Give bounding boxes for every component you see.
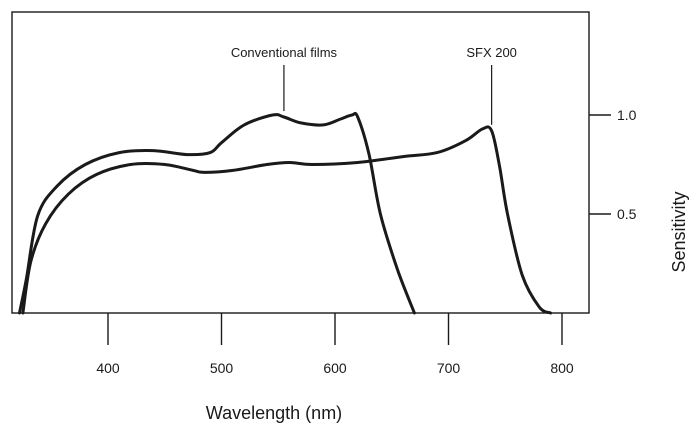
plot-frame: [11, 11, 590, 314]
x-tick-label-800: 800: [550, 360, 574, 376]
x-tick-label-400: 400: [96, 360, 120, 376]
y-tick-label-1-0: 1.0: [617, 107, 637, 123]
y-axis-title: Sensitivity: [669, 191, 689, 272]
x-tick-label-700: 700: [437, 360, 461, 376]
labels-layer: 400 500 600 700 800 0.5 1.0 Conventional films S…: [96, 45, 636, 376]
axes-layer: [11, 11, 611, 345]
x-tick-label-500: 500: [210, 360, 234, 376]
series-line-sfx-200: [21, 125, 553, 315]
x-tick-label-600: 600: [323, 360, 347, 376]
annotation-conventional-films: Conventional films: [231, 45, 338, 60]
y-tick-label-0-5: 0.5: [617, 206, 637, 222]
curves-layer: [18, 111, 553, 315]
series-line-conventional-films: [18, 111, 416, 315]
annotation-sfx-200: SFX 200: [466, 45, 517, 60]
x-axis-title: Wavelength (nm): [206, 403, 342, 423]
